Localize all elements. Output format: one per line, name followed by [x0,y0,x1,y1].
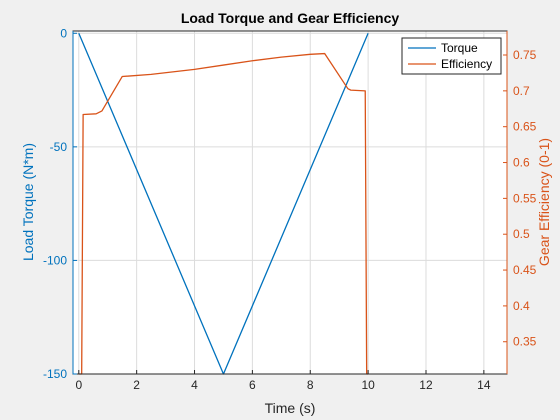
chart-title: Load Torque and Gear Efficiency [181,10,400,26]
x-tick-label: 8 [307,378,314,392]
y-left-tick-label: -100 [43,253,67,267]
y-right-tick-label: 0.55 [513,191,537,205]
ticks-group: 0 2 4 6 8 10 12 14 0 -50 -100 -150 0.35 0.4 0.45 0.5 0.5… [43,26,537,392]
y-left-tick-label: -150 [43,367,67,381]
x-tick-label: 0 [75,378,82,392]
legend: Torque Efficiency [401,37,502,75]
x-tick-label: 2 [133,378,140,392]
x-tick-label: 12 [419,378,433,392]
legend-box [401,37,502,75]
y-right-tick-label: 0.5 [513,227,530,241]
y-right-tick-label: 0.65 [513,120,537,134]
y-right-tick-label: 0.6 [513,156,530,170]
x-tick-label: 10 [361,378,375,392]
y-right-tick-label: 0.35 [513,335,537,349]
x-tick-label: 4 [191,378,198,392]
y-right-tick-label: 0.75 [513,48,537,62]
y-right-axis-title: Gear Efficiency (0-1) [536,138,552,266]
x-axis-title: Time (s) [265,400,316,416]
y-right-tick-label: 0.45 [513,263,537,277]
legend-label-efficiency: Efficiency [441,57,492,71]
series-line-efficiency [78,52,369,375]
y-right-tick-label: 0.4 [513,299,530,313]
x-tick-label: 14 [477,378,491,392]
plot-background [73,31,507,374]
y-left-tick-label: -50 [50,140,68,154]
y-left-tick-label: 0 [60,26,67,40]
y-right-tick-label: 0.7 [513,84,530,98]
x-tick-label: 6 [249,378,256,392]
legend-label-torque: Torque [441,41,478,55]
y-left-axis-title: Load Torque (N*m) [20,143,36,261]
